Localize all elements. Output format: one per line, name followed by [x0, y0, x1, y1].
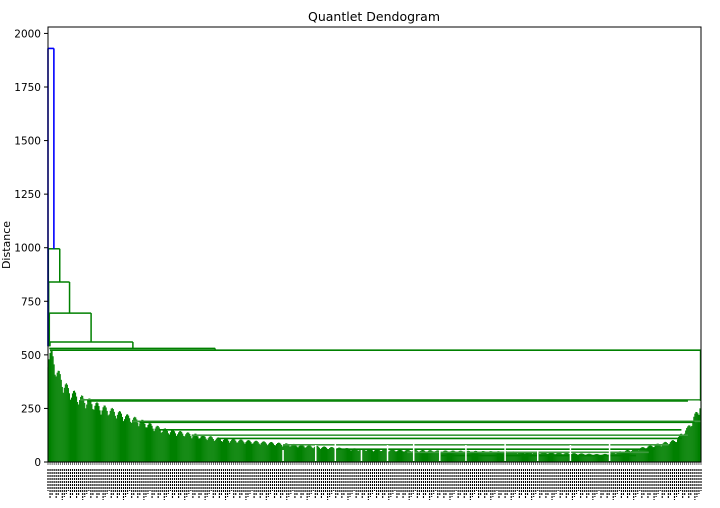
y-tick-label: 750 — [21, 296, 41, 308]
y-tick-label: 1000 — [14, 243, 41, 255]
y-tick-label: 250 — [21, 403, 41, 415]
x-axis — [47, 462, 702, 500]
chart-title: Quantlet Dendogram — [308, 9, 440, 24]
y-tick-label: 1250 — [14, 189, 41, 201]
plot-frame — [47, 26, 702, 463]
y-tick-label: 500 — [21, 350, 41, 362]
y-tick-label: 0 — [34, 457, 41, 469]
y-axis-label: Distance — [0, 221, 13, 269]
y-tick-label: 1750 — [14, 82, 41, 94]
y-tick-label: 1500 — [14, 136, 41, 148]
y-tick-label: 2000 — [14, 28, 41, 40]
plot-area — [47, 47, 702, 462]
y-axis: 0 250 500 750 1000 1250 1500 1750 2000 — [14, 28, 48, 469]
